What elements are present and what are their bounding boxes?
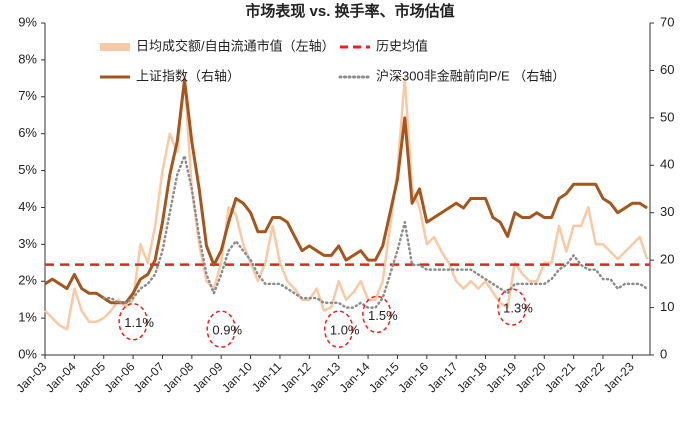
annotation-circle bbox=[206, 310, 236, 348]
x-tick-label: Jan-09 bbox=[190, 359, 226, 395]
y-tick-label: 2% bbox=[18, 273, 37, 288]
x-tick-label: Jan-16 bbox=[395, 359, 431, 395]
y2-tick-label: 70 bbox=[660, 14, 674, 29]
x-tick-label: Jan-22 bbox=[572, 359, 608, 395]
x-tick-label: Jan-07 bbox=[131, 359, 167, 395]
x-tick-label: Jan-20 bbox=[513, 359, 549, 395]
y-tick-label: 9% bbox=[18, 14, 37, 29]
y2-tick-label: 0 bbox=[660, 346, 667, 361]
x-tick-label: Jan-14 bbox=[337, 359, 373, 395]
annotation-label: 1.1% bbox=[124, 315, 154, 330]
series-line bbox=[102, 154, 649, 309]
y-tick-label: 7% bbox=[18, 88, 37, 103]
y-tick-label: 4% bbox=[18, 199, 37, 214]
x-tick-label: Jan-04 bbox=[43, 359, 79, 395]
x-tick-label: Jan-06 bbox=[102, 359, 138, 395]
x-tick-label: Jan-08 bbox=[160, 359, 196, 395]
x-tick-label: Jan-18 bbox=[454, 359, 490, 395]
x-tick-label: Jan-17 bbox=[425, 359, 461, 395]
annotation-label: 1.3% bbox=[503, 300, 533, 315]
x-tick-label: Jan-12 bbox=[278, 359, 314, 395]
annotation-label: 1.5% bbox=[368, 308, 398, 323]
y2-tick-label: 40 bbox=[660, 157, 674, 172]
x-tick-label: Jan-11 bbox=[249, 359, 284, 394]
annotation-circle bbox=[323, 310, 354, 348]
x-tick-label: Jan-05 bbox=[72, 359, 108, 395]
chart-title: 市场表现 vs. 换手率、市场估值 bbox=[245, 2, 454, 20]
annotation-label: 1.0% bbox=[330, 323, 360, 338]
annotation-label: 0.9% bbox=[212, 323, 242, 338]
x-tick-label: Jan-19 bbox=[483, 359, 519, 395]
legend-label: 日均成交额/自由流通市值（左轴） bbox=[136, 38, 335, 53]
series-line bbox=[44, 78, 648, 305]
legend-label: 历史均值 bbox=[376, 38, 428, 53]
y2-tick-label: 10 bbox=[660, 299, 674, 314]
y2-tick-label: 50 bbox=[660, 109, 674, 124]
y-tick-label: 6% bbox=[18, 125, 37, 140]
series-line bbox=[44, 77, 649, 331]
y-tick-label: 8% bbox=[18, 51, 37, 66]
y2-tick-label: 20 bbox=[660, 252, 674, 267]
x-tick-label: Jan-03 bbox=[14, 359, 50, 395]
y-tick-label: 5% bbox=[18, 162, 37, 177]
annotation-circle bbox=[362, 295, 392, 334]
x-tick-label: Jan-23 bbox=[601, 359, 637, 395]
x-tick-label: Jan-21 bbox=[542, 359, 578, 395]
y-tick-label: 3% bbox=[18, 236, 37, 251]
y2-tick-label: 30 bbox=[660, 204, 674, 219]
x-tick-label: Jan-13 bbox=[307, 359, 343, 395]
annotation-circle bbox=[497, 288, 527, 326]
y2-tick-label: 60 bbox=[660, 62, 674, 77]
y-tick-label: 0% bbox=[18, 346, 37, 361]
legend-label: 沪深300非金融前向P/E （右轴） bbox=[376, 68, 565, 83]
legend-label: 上证指数（右轴） bbox=[136, 68, 240, 83]
x-tick-label: Jan-15 bbox=[366, 359, 402, 395]
y-tick-label: 1% bbox=[18, 310, 37, 325]
annotation-circle bbox=[118, 303, 148, 341]
x-tick-label: Jan-10 bbox=[219, 359, 255, 395]
